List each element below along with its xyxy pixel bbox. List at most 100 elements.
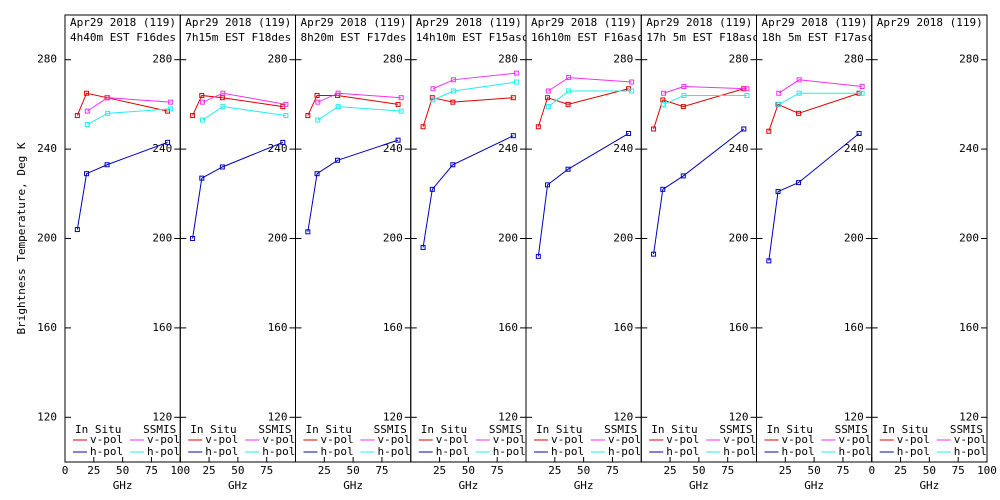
point	[796, 110, 802, 116]
y-tick-label: 200	[959, 232, 979, 245]
x-tick-label: 75	[260, 464, 273, 477]
point	[651, 251, 657, 257]
series-line	[317, 92, 402, 103]
point	[219, 164, 225, 170]
point	[680, 173, 686, 179]
point	[661, 101, 667, 107]
series-line	[422, 135, 514, 248]
x-tick-label: 50	[231, 464, 244, 477]
x-tick-label: 50	[808, 464, 821, 477]
title-group: Apr29 2018 (119) 14h10m EST F15asc	[416, 16, 529, 44]
series-line	[432, 81, 517, 101]
panel-title: Apr29 2018 (119)	[646, 16, 752, 29]
point	[165, 139, 171, 145]
y-tick-label: 120	[729, 410, 749, 423]
y-tick-label: 200	[844, 232, 864, 245]
point	[84, 122, 90, 128]
title-group: Apr29 2018 (119) 16h10m EST F16asc	[531, 16, 644, 44]
x-tick-label: 50	[116, 464, 129, 477]
point	[859, 90, 865, 96]
legend-label: v-pol	[493, 433, 526, 446]
legend-label: h-pol	[321, 445, 354, 458]
series-line	[768, 133, 860, 261]
legend-label: v-pol	[666, 433, 699, 446]
point	[395, 137, 401, 143]
legend-group: SSMIS	[835, 423, 868, 436]
point	[105, 95, 111, 101]
point	[395, 101, 401, 107]
point	[510, 95, 516, 101]
x-tick-label: 0	[868, 464, 875, 477]
y-tick-label: 200	[613, 232, 633, 245]
legend-label: h-pol	[782, 445, 815, 458]
point	[661, 90, 667, 96]
y-tick-label: 200	[152, 232, 172, 245]
point	[199, 175, 205, 181]
point	[535, 124, 541, 130]
title-group: Apr29 2018 (119)	[877, 16, 983, 29]
panel-subtitle: 7h15m EST F18des	[185, 31, 291, 44]
panel-title: Apr29 2018 (119)	[416, 16, 522, 29]
panel-subtitle: 14h10m EST F15asc	[416, 31, 529, 44]
series-line	[778, 92, 863, 105]
point	[513, 79, 519, 85]
point	[315, 117, 321, 123]
y-tick-label: 240	[959, 142, 979, 155]
y-tick-label: 160	[959, 321, 979, 334]
point	[744, 92, 750, 98]
series-line	[87, 97, 171, 112]
series-line	[653, 88, 744, 130]
series-line	[202, 106, 286, 121]
y-tick-label: 240	[37, 142, 57, 155]
y-tick-label: 240	[613, 142, 633, 155]
point	[220, 104, 226, 110]
point	[545, 88, 551, 94]
x-tick-label: 75	[145, 464, 158, 477]
x-tick-label: 100	[170, 464, 190, 477]
title-group: Apr29 2018 (119) 17h 5m EST F18asc	[646, 16, 756, 44]
point	[305, 113, 311, 119]
legend-group: SSMIS	[489, 423, 522, 436]
point	[680, 104, 686, 110]
point	[74, 227, 80, 233]
legend-label: v-pol	[205, 433, 238, 446]
x-axis-label: GHz	[458, 479, 478, 492]
series-line	[202, 92, 286, 105]
panel-subtitle: 8h20m EST F17des	[301, 31, 407, 44]
legend-group: In Situ	[190, 423, 236, 436]
legend-label: h-pol	[608, 445, 641, 458]
series-line	[663, 94, 747, 105]
legend-label: h-pol	[147, 445, 180, 458]
y-tick-label: 160	[613, 321, 633, 334]
x-tick-label: 75	[491, 464, 504, 477]
x-tick-label: 75	[836, 464, 849, 477]
point	[450, 77, 456, 83]
point	[200, 99, 206, 105]
y-tick-label: 120	[383, 410, 403, 423]
title-group: Apr29 2018 (119) 7h15m EST F18des	[185, 16, 291, 44]
point	[660, 186, 666, 192]
x-axis-label: GHz	[919, 479, 939, 492]
legend-label: h-pol	[897, 445, 930, 458]
panel: Apr29 2018 (119) 120 160 200 240 280 0 25 50 75 10…	[868, 14, 997, 492]
x-axis-label: GHz	[804, 479, 824, 492]
y-tick-label: 240	[729, 142, 749, 155]
point	[314, 171, 320, 177]
x-tick-label: 50	[462, 464, 475, 477]
y-tick-label: 200	[729, 232, 749, 245]
point	[398, 108, 404, 114]
x-tick-label: 25	[779, 464, 792, 477]
legend-group: In Situ	[536, 423, 582, 436]
point	[305, 229, 311, 235]
series-line	[537, 133, 629, 257]
panel: Apr29 2018 (119) 14h10m EST F15asc 120 160 2…	[410, 14, 529, 492]
legend-label: v-pol	[897, 433, 930, 446]
legend-label: v-pol	[378, 433, 411, 446]
panel-title: Apr29 2018 (119)	[762, 16, 868, 29]
y-tick-label: 120	[152, 410, 172, 423]
legend-group: SSMIS	[950, 423, 983, 436]
y-tick-label: 160	[498, 321, 518, 334]
panel-subtitle: 16h10m EST F16asc	[531, 31, 644, 44]
series-line	[547, 90, 632, 108]
